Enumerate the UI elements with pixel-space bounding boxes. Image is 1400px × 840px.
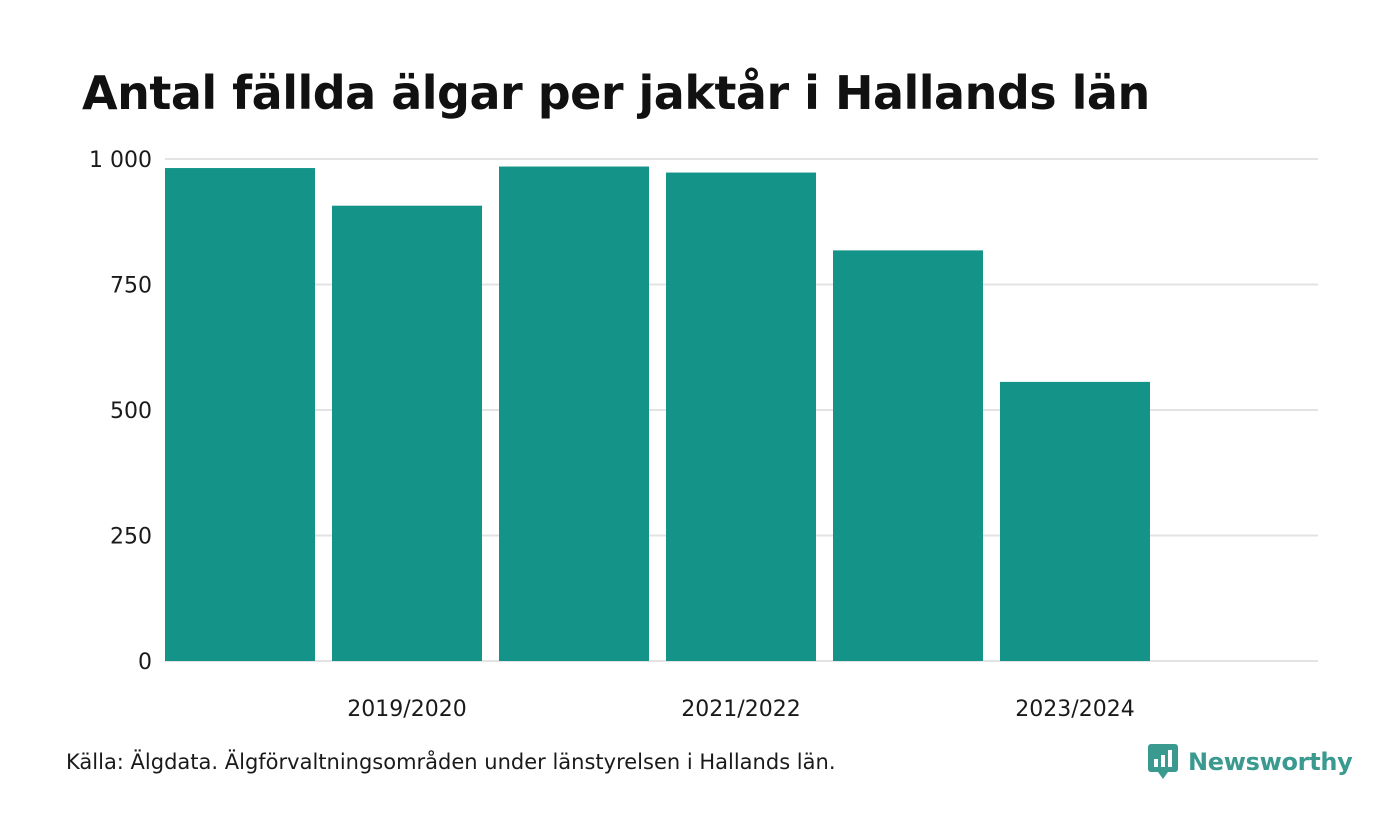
brand-logo: Newsworthy (1148, 744, 1353, 780)
x-tick-label: 2023/2024 (1015, 697, 1134, 722)
newsworthy-logo-icon (1148, 744, 1178, 779)
brand-name: Newsworthy (1188, 748, 1353, 776)
bar-2020-2021 (499, 166, 649, 661)
y-tick-label: 250 (110, 525, 152, 550)
x-tick-label: 2019/2020 (347, 697, 466, 722)
y-tick-label: 500 (110, 399, 152, 424)
bar-2021-2022 (666, 172, 816, 661)
y-tick-label: 1 000 (89, 148, 152, 173)
x-axis-ticks: 2019/2020 2021/2022 2023/2024 (347, 697, 1134, 722)
y-tick-label: 750 (110, 274, 152, 299)
bars (165, 166, 1150, 661)
source-note: Källa: Älgdata. Älgförvaltningsområden u… (66, 750, 836, 774)
y-tick-label: 0 (138, 650, 152, 675)
bar-2023-2024 (1000, 381, 1150, 661)
y-axis-ticks: 0 250 500 750 1 000 (89, 148, 152, 675)
x-tick-label: 2021/2022 (681, 697, 800, 722)
bar-2018-2019 (165, 168, 315, 661)
chart-title: Antal fällda älgar per jaktår i Hallands… (82, 66, 1150, 120)
bar-2019-2020 (332, 205, 482, 661)
bar-2022-2023 (833, 250, 983, 661)
